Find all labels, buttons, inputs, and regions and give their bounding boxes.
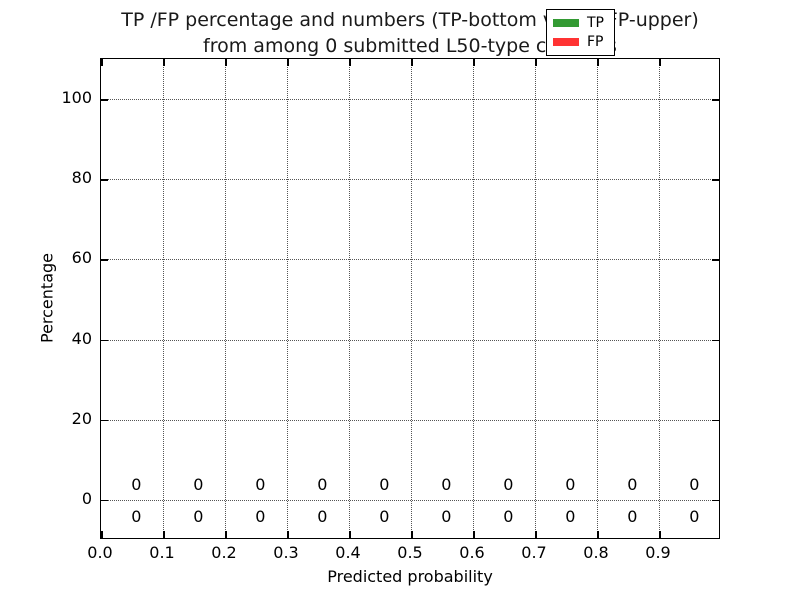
y-tick-mark <box>101 499 108 502</box>
x-tick-label: 0.4 <box>335 543 361 562</box>
v-gridline <box>535 59 536 538</box>
v-gridline <box>287 59 288 538</box>
h-gridline <box>101 259 719 261</box>
v-gridline <box>597 59 598 538</box>
x-tick-label: 0.7 <box>521 543 547 562</box>
y-tick-mark <box>101 259 108 261</box>
x-tick-mark-top <box>535 59 537 66</box>
h-gridline <box>101 179 719 181</box>
x-tick-label: 0.5 <box>397 543 423 562</box>
x-tick-mark-top <box>597 59 599 66</box>
y-tick-label: 0 <box>81 488 92 508</box>
tp-count-label: 0 <box>131 507 142 527</box>
tp-count-label: 0 <box>503 507 514 527</box>
tp-color-swatch <box>553 19 579 28</box>
x-tick-label: 0.1 <box>149 543 175 562</box>
v-gridline <box>225 59 226 538</box>
y-tick-label: 20 <box>71 408 92 428</box>
legend-label-tp: TP <box>587 15 604 32</box>
x-tick-mark <box>535 531 537 538</box>
y-tick-label: 60 <box>71 248 92 268</box>
fp-count-label: 0 <box>503 475 514 495</box>
fp-count-label: 0 <box>565 475 576 495</box>
h-gridline <box>101 499 719 501</box>
x-tick-mark <box>163 531 165 538</box>
fp-count-label: 0 <box>441 475 452 495</box>
x-tick-mark-top <box>473 59 475 66</box>
y-tick-label: 40 <box>71 328 92 348</box>
y-tick-label: 100 <box>61 88 92 108</box>
x-axis-label: Predicted probability <box>327 567 493 586</box>
fp-count-label: 0 <box>627 475 638 495</box>
h-gridline <box>101 419 719 421</box>
chart-title: TP /FP percentage and numbers (TP-bottom… <box>100 7 720 59</box>
fp-color-swatch <box>553 37 579 46</box>
legend-entry-fp: FP <box>553 35 608 49</box>
y-tick-mark-right <box>712 179 719 181</box>
y-tick-mark-right <box>712 339 719 342</box>
x-tick-mark <box>411 531 413 538</box>
tp-count-label: 0 <box>193 507 204 527</box>
x-tick-label: 0.0 <box>87 543 113 562</box>
y-tick-mark <box>101 339 108 342</box>
h-gridline <box>101 99 719 101</box>
tp-count-label: 0 <box>379 507 390 527</box>
tp-count-label: 0 <box>627 507 638 527</box>
legend: TP FP <box>546 9 615 56</box>
y-tick-label: 80 <box>71 168 92 188</box>
x-tick-mark-top <box>101 59 103 66</box>
x-tick-label: 0.2 <box>211 543 237 562</box>
tp-count-label: 0 <box>565 507 576 527</box>
fp-count-label: 0 <box>689 475 700 495</box>
h-gridline <box>101 339 719 341</box>
fp-count-label: 0 <box>131 475 142 495</box>
y-tick-mark-right <box>712 259 719 261</box>
y-tick-mark-right <box>712 419 719 422</box>
y-tick-mark <box>101 419 108 422</box>
chart-title-line1: TP /FP percentage and numbers (TP-bottom… <box>121 9 699 31</box>
tp-count-label: 0 <box>689 507 700 527</box>
x-tick-mark <box>287 531 289 538</box>
v-gridline <box>411 59 412 538</box>
x-tick-mark-top <box>287 59 289 66</box>
x-tick-mark <box>101 531 103 538</box>
fp-count-label: 0 <box>193 475 204 495</box>
x-tick-mark <box>597 531 599 538</box>
x-tick-label: 0.9 <box>645 543 671 562</box>
tp-count-label: 0 <box>317 507 328 527</box>
y-tick-mark <box>101 179 108 181</box>
y-axis-label: Percentage <box>37 252 57 344</box>
x-tick-mark-top <box>225 59 227 66</box>
x-tick-mark-top <box>659 59 661 66</box>
x-tick-mark-top <box>411 59 413 66</box>
x-tick-mark-top <box>349 59 351 66</box>
y-tick-mark <box>101 99 108 101</box>
fp-count-label: 0 <box>255 475 266 495</box>
v-gridline <box>659 59 660 538</box>
legend-entry-tp: TP <box>553 16 608 30</box>
x-tick-mark <box>349 531 351 538</box>
tp-count-label: 0 <box>255 507 266 527</box>
fp-count-label: 0 <box>317 475 328 495</box>
x-tick-mark <box>225 531 227 538</box>
x-tick-mark <box>659 531 661 538</box>
x-tick-label: 0.6 <box>459 543 485 562</box>
y-tick-mark-right <box>712 99 719 101</box>
v-gridline <box>349 59 350 538</box>
v-gridline <box>163 59 164 538</box>
tp-count-label: 0 <box>441 507 452 527</box>
v-gridline <box>473 59 474 538</box>
legend-label-fp: FP <box>587 33 604 50</box>
x-tick-mark <box>473 531 475 538</box>
chart-title-line2: from among 0 submitted L50-type contacts <box>203 35 617 57</box>
fp-count-label: 0 <box>379 475 390 495</box>
x-tick-mark-top <box>163 59 165 66</box>
x-tick-label: 0.8 <box>583 543 609 562</box>
plot-area: 0 0 0 0 0 0 0 0 0 0 0 0 0 0 0 0 0 0 0 0 <box>100 58 720 539</box>
x-tick-label: 0.3 <box>273 543 299 562</box>
y-tick-mark-right <box>712 499 719 502</box>
